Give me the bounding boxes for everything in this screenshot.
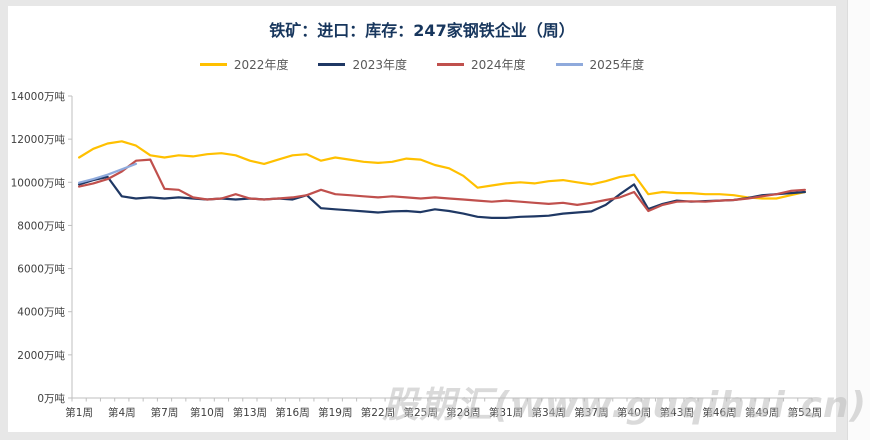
y-tick-label: 8000万吨 xyxy=(17,219,65,232)
x-tick-label: 第52周 xyxy=(788,406,822,419)
series-line-2024年度 xyxy=(77,158,807,213)
legend-label-2024: 2024年度 xyxy=(471,58,526,72)
x-tick-label: 第19周 xyxy=(318,406,352,419)
x-tick-label: 第37周 xyxy=(574,406,608,419)
y-tick-label: 2000万吨 xyxy=(17,349,65,362)
x-tick-label: 第43周 xyxy=(660,406,694,419)
legend-label-2022: 2022年度 xyxy=(233,58,289,72)
x-tick-label: 第10周 xyxy=(190,406,224,419)
line-chart: 0万吨 2000万吨 4000万吨 6000万吨 8000万吨 10000万吨 12000万… xyxy=(11,90,822,419)
legend-swatch-2024 xyxy=(437,63,464,66)
y-tick-label: 12000万吨 xyxy=(11,133,66,146)
x-tick-label: 第13周 xyxy=(233,406,267,419)
x-tick-label: 第7周 xyxy=(151,406,179,419)
legend-swatch-2025 xyxy=(555,63,583,66)
legend-swatch-2022 xyxy=(199,63,227,66)
legend-item-2022[interactable]: 2022年度 xyxy=(199,56,289,73)
y-tick-label: 0万吨 xyxy=(37,392,65,405)
right-gutter xyxy=(847,0,870,440)
x-tick-label: 第4周 xyxy=(108,406,136,419)
x-tick-label: 第22周 xyxy=(361,406,395,419)
y-tick-label: 4000万吨 xyxy=(17,306,65,319)
legend-label-2023: 2023年度 xyxy=(352,58,407,72)
x-tick-label: 第1周 xyxy=(65,406,93,419)
y-tick-label: 14000万吨 xyxy=(11,90,66,103)
x-tick-label: 第49周 xyxy=(745,406,779,419)
x-tick-label: 第25周 xyxy=(403,406,437,419)
x-tick-label: 第40周 xyxy=(617,406,651,419)
x-tick-label: 第16周 xyxy=(275,406,309,419)
x-tick-label: 第31周 xyxy=(489,406,523,419)
y-tick-label: 10000万吨 xyxy=(11,176,66,189)
legend-swatch-2023 xyxy=(318,63,346,66)
chart-card: 0万吨 2000万吨 4000万吨 6000万吨 8000万吨 10000万吨 12000万… xyxy=(8,6,836,432)
watermark: 股期汇(www.guqihui.cn) xyxy=(382,385,867,426)
series-line-2022年度 xyxy=(77,140,807,200)
y-tick-label: 6000万吨 xyxy=(17,263,65,276)
x-tick-label: 第28周 xyxy=(446,406,480,419)
chart-title: 铁矿：进口：库存：247家钢铁企业（周） xyxy=(269,21,575,40)
legend-item-2024[interactable]: 2024年度 xyxy=(437,56,526,73)
legend-label-2025: 2025年度 xyxy=(589,58,645,72)
x-tick-label: 第46周 xyxy=(702,406,736,419)
x-tick-label: 第34周 xyxy=(532,406,566,419)
chart-legend: 2022年度 2023年度 2024年度 2025年度 xyxy=(8,56,836,73)
legend-item-2025[interactable]: 2025年度 xyxy=(555,56,645,73)
series-line-2025年度 xyxy=(77,162,138,184)
legend-item-2023[interactable]: 2023年度 xyxy=(318,56,407,73)
